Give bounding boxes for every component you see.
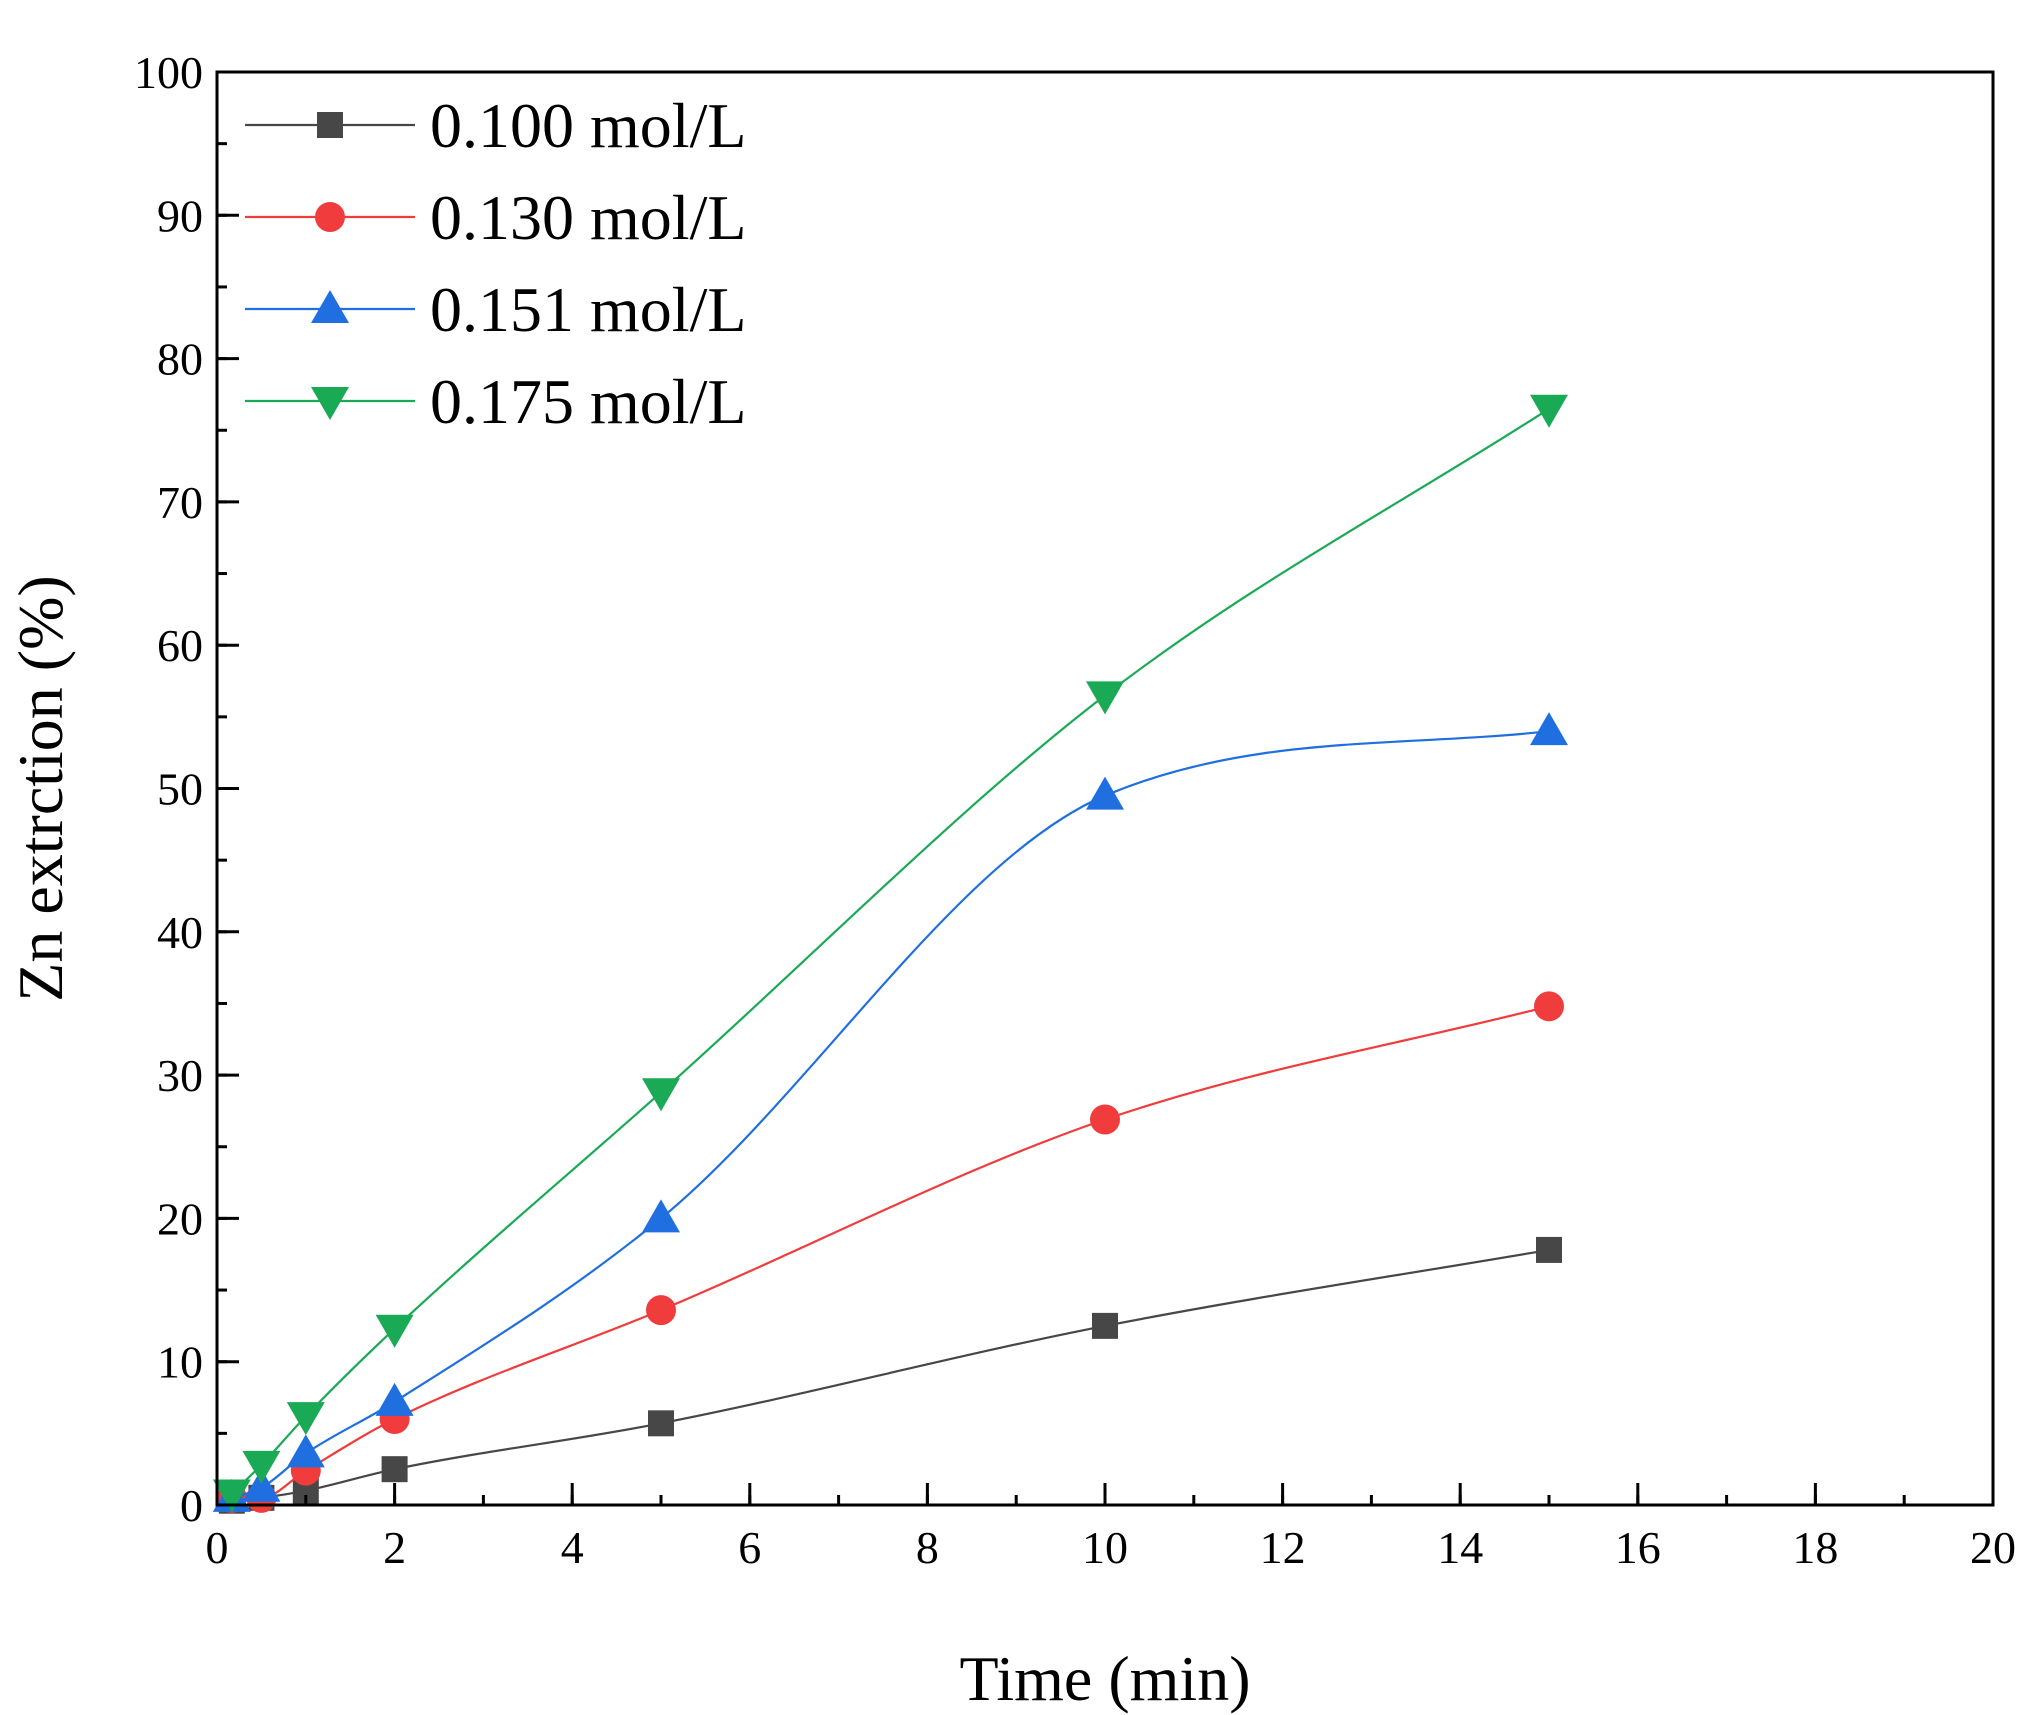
- data-point: [1086, 681, 1124, 715]
- series-line: [231, 1005, 1550, 1499]
- legend-marker: [317, 112, 343, 138]
- legend-label: 0.151 mol/L: [430, 274, 746, 345]
- data-point: [1090, 1104, 1120, 1135]
- x-tick-label: 18: [1792, 1522, 1838, 1573]
- axes-layer: 0 2 4 6 8 10 12 14 16 18 20 0 10 20 30 40 50 60 70 80 90 100: [134, 47, 2016, 1573]
- x-tick-label: 8: [916, 1522, 939, 1573]
- data-point: [381, 1456, 408, 1483]
- legend-marker: [311, 387, 349, 420]
- x-tick-label: 10: [1082, 1522, 1128, 1573]
- x-tick-label: 6: [738, 1522, 761, 1573]
- x-tick-label: 2: [383, 1522, 406, 1573]
- series-2: [216, 991, 1564, 1513]
- series-4: [212, 394, 1568, 1513]
- data-point: [242, 1450, 281, 1484]
- data-point: [242, 1468, 281, 1502]
- legend-marker: [311, 290, 349, 323]
- x-tick-label: 4: [561, 1522, 584, 1573]
- y-tick-label: 50: [157, 764, 203, 815]
- legend: 0.100 mol/L 0.130 mol/L 0.151 mol/L 0.175 m…: [245, 90, 746, 437]
- series-line: [231, 407, 1550, 1495]
- data-point: [212, 1479, 251, 1513]
- legend-marker: [315, 202, 345, 232]
- data-point: [375, 1314, 414, 1348]
- y-tick-label: 60: [157, 620, 203, 671]
- y-tick-label: 90: [157, 190, 203, 241]
- data-point: [1536, 1236, 1562, 1263]
- data-point: [286, 1402, 325, 1436]
- data-point: [1530, 712, 1568, 746]
- y-tick-label: 10: [157, 1337, 203, 1388]
- data-point: [642, 1199, 680, 1233]
- x-tick-label: 0: [206, 1522, 229, 1573]
- legend-entry: 0.130 mol/L: [245, 182, 746, 253]
- data-point: [1534, 991, 1564, 1022]
- x-tick-label: 14: [1437, 1522, 1483, 1573]
- y-axis-title: Zn extrction (%): [5, 575, 76, 1002]
- series-layer: [212, 394, 1568, 1514]
- legend-label: 0.130 mol/L: [430, 182, 746, 253]
- data-point: [1530, 394, 1568, 428]
- data-point: [1092, 1312, 1118, 1339]
- y-tick-label: 40: [157, 907, 203, 958]
- legend-label: 0.100 mol/L: [430, 90, 746, 161]
- series-3: [212, 712, 1568, 1512]
- y-tick-label: 30: [157, 1050, 203, 1101]
- data-point: [646, 1295, 676, 1326]
- data-point: [286, 1434, 325, 1468]
- data-point: [648, 1410, 674, 1437]
- y-tick-label: 70: [157, 477, 203, 528]
- x-tick-label: 12: [1260, 1522, 1306, 1573]
- x-tick-label: 20: [1970, 1522, 2016, 1573]
- data-point: [642, 1078, 680, 1112]
- data-point: [375, 1382, 414, 1416]
- x-tick-label: 16: [1615, 1522, 1661, 1573]
- series-line: [231, 730, 1550, 1499]
- series-1: [218, 1236, 1562, 1514]
- y-tick-label: 100: [134, 47, 203, 98]
- y-tick-label: 80: [157, 334, 203, 385]
- series-line: [231, 1248, 1550, 1502]
- legend-entry: 0.175 mol/L: [245, 366, 746, 437]
- legend-label: 0.175 mol/L: [430, 366, 746, 437]
- x-axis-title: Time (min): [960, 1643, 1251, 1714]
- y-tick-label: 20: [157, 1193, 203, 1244]
- legend-entry: 0.151 mol/L: [245, 274, 746, 345]
- data-point: [1086, 776, 1124, 810]
- legend-entry: 0.100 mol/L: [245, 90, 746, 161]
- y-tick-label: 0: [180, 1480, 203, 1531]
